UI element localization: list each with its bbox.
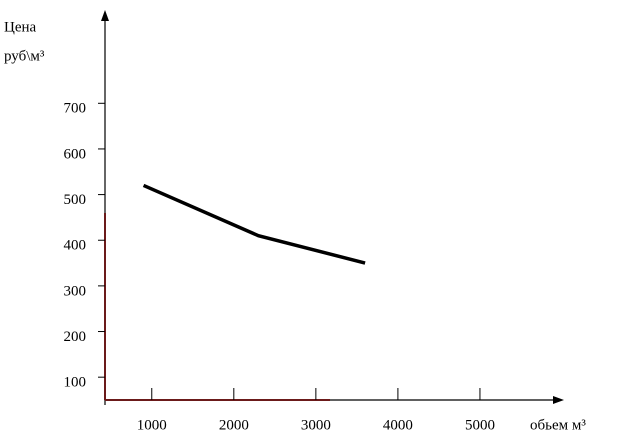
x-tick-label: 2000 <box>219 417 249 433</box>
data-line <box>142 183 366 265</box>
y-tick-label: 100 <box>64 375 87 391</box>
x-axis-label: обьем м³ <box>530 417 586 433</box>
x-tick-label: 5000 <box>465 417 495 433</box>
y-tick-label: 600 <box>64 146 87 162</box>
y-axis-arrow <box>101 10 109 21</box>
y-tick-label: 200 <box>64 329 87 345</box>
y-axis-label: руб\м³ <box>4 48 45 64</box>
y-tick-label: 300 <box>64 283 87 299</box>
x-axis-arrow <box>553 396 564 404</box>
y-tick-label: 400 <box>64 238 87 254</box>
y-tick-label: 500 <box>64 192 87 208</box>
x-tick-label: 3000 <box>301 417 331 433</box>
x-tick-label: 4000 <box>383 417 413 433</box>
x-tick-label: 1000 <box>137 417 167 433</box>
y-tick-label: 700 <box>64 101 87 117</box>
y-axis-label: Цена <box>4 19 37 35</box>
